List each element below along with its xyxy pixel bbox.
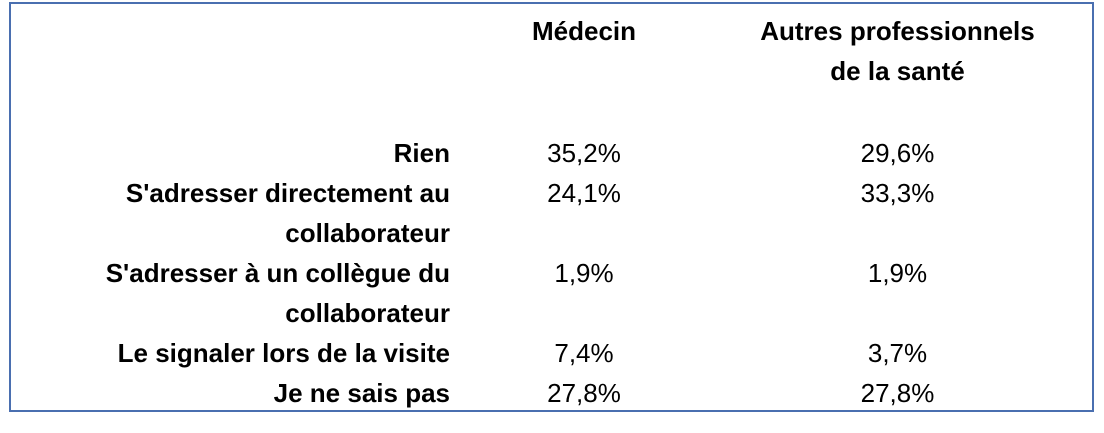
cell-signaler-visite-medecin: 7,4% xyxy=(554,338,614,368)
row-label-rien: Rien xyxy=(0,133,450,173)
column-header-autres-line1: Autres professionnels xyxy=(760,16,1035,46)
cell-rien-medecin: 35,2% xyxy=(547,138,621,168)
table-frame xyxy=(9,2,1094,412)
row-label-line1: S'adresser directement au xyxy=(125,178,450,208)
cell-adresser-collegue-medecin: 1,9% xyxy=(554,258,614,288)
row-label-ne-sais-pas: Je ne sais pas xyxy=(0,373,450,413)
column-header-medecin-text: Médecin xyxy=(531,16,637,46)
row-label-line2: collaborateur xyxy=(285,218,450,248)
row-label-text: Je ne sais pas xyxy=(273,378,450,408)
row-label-line2: collaborateur xyxy=(285,298,450,328)
cell-rien-autres: 29,6% xyxy=(860,138,935,168)
column-header-autres-line2: de la santé xyxy=(830,56,965,86)
row-label-adresser-directement: S'adresser directement au collaborateur xyxy=(0,173,450,253)
cell-adresser-directement-autres: 33,3% xyxy=(860,178,935,208)
cell-signaler-visite-autres: 3,7% xyxy=(867,338,928,368)
column-header-medecin: Médecin xyxy=(484,11,684,51)
cell-ne-sais-pas-medecin: 27,8% xyxy=(547,378,621,408)
cell-adresser-collegue-autres: 1,9% xyxy=(867,258,928,288)
row-label-text: Le signaler lors de la visite xyxy=(117,338,450,368)
row-label-signaler-visite: Le signaler lors de la visite xyxy=(0,333,450,373)
column-header-autres: Autres professionnels de la santé xyxy=(700,11,1095,91)
row-label-adresser-collegue: S'adresser à un collègue du collaborateu… xyxy=(0,253,450,333)
row-label-text: Rien xyxy=(393,138,450,168)
cell-ne-sais-pas-autres: 27,8% xyxy=(860,378,935,408)
row-label-line1: S'adresser à un collègue du xyxy=(105,258,450,288)
cell-adresser-directement-medecin: 24,1% xyxy=(547,178,621,208)
